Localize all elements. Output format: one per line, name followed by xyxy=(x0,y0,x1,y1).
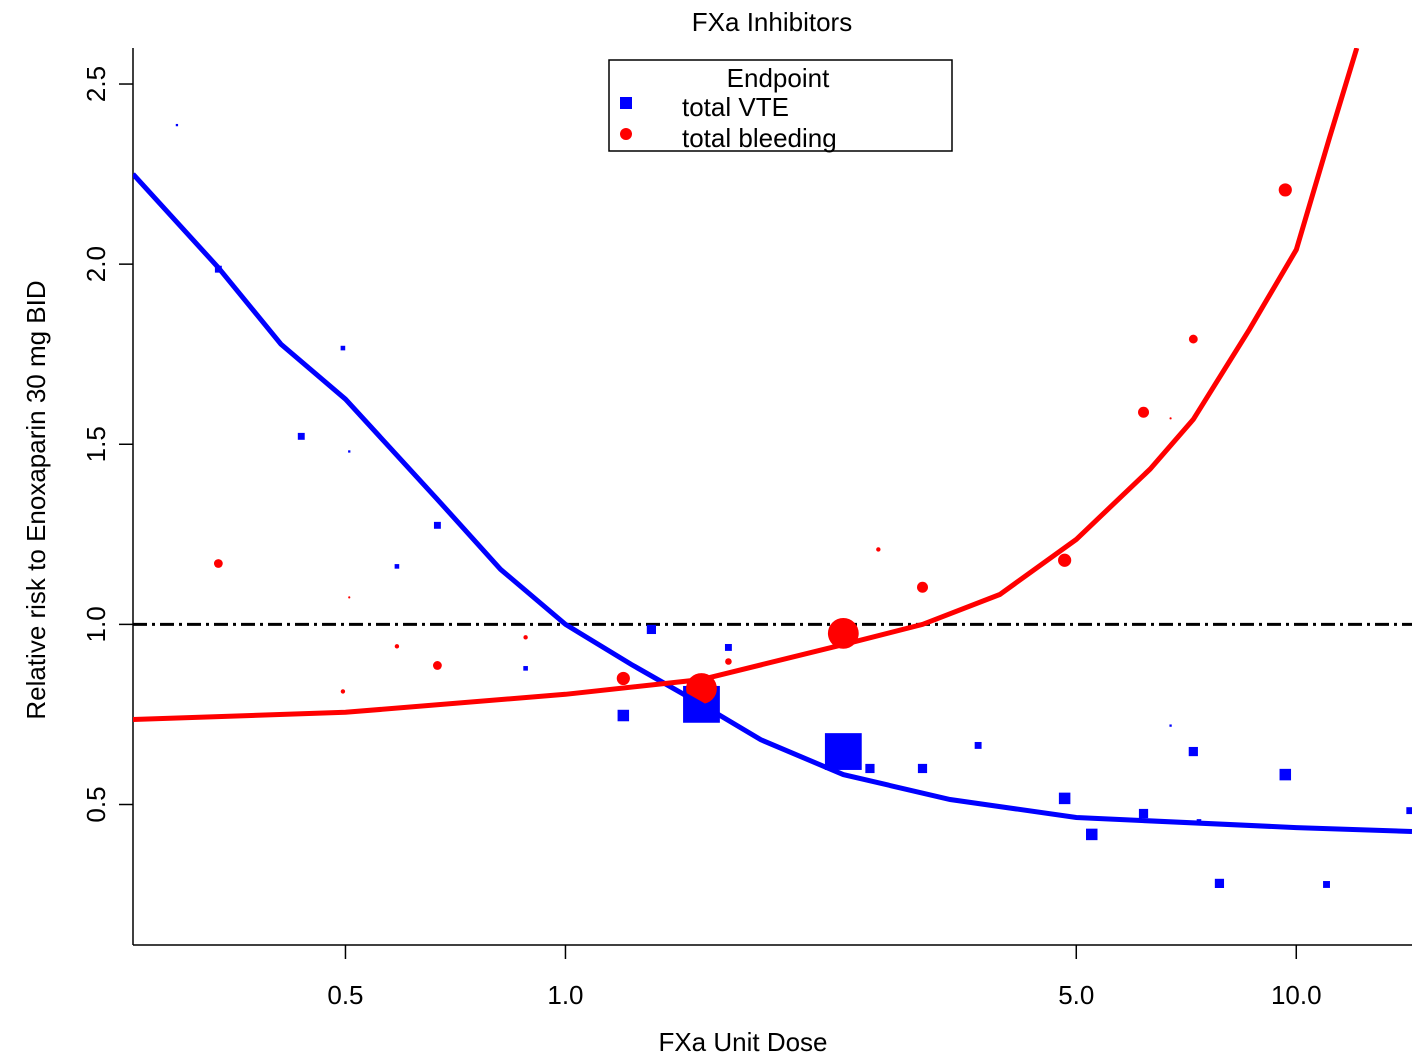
data-point xyxy=(916,581,928,593)
x-tick-label: 10.0 xyxy=(1271,980,1322,1010)
legend-marker xyxy=(620,97,632,109)
data-point xyxy=(616,671,630,686)
legend-label: total bleeding xyxy=(682,123,837,153)
y-tick-label: 0.5 xyxy=(81,786,111,822)
data-point xyxy=(340,689,346,694)
data-point xyxy=(1169,724,1172,727)
data-point xyxy=(724,643,732,651)
data-point xyxy=(1406,807,1412,815)
data-point xyxy=(974,741,982,749)
data-point xyxy=(1214,878,1225,888)
y-tick-label: 2.0 xyxy=(81,246,111,282)
plot-area xyxy=(133,48,1412,888)
data-point xyxy=(1086,828,1098,841)
y-tick-label: 1.0 xyxy=(81,606,111,642)
data-point xyxy=(175,123,179,127)
data-point xyxy=(394,644,400,649)
legend-marker xyxy=(620,128,632,140)
data-point xyxy=(917,763,928,774)
x-axis-label: FXa Unit Dose xyxy=(658,1027,827,1057)
data-point xyxy=(433,661,442,670)
data-point xyxy=(1169,417,1172,420)
data-point xyxy=(1278,183,1292,197)
data-point xyxy=(348,450,351,453)
data-point xyxy=(523,635,528,640)
data-point xyxy=(876,547,881,552)
data-point xyxy=(394,564,400,569)
data-point xyxy=(348,596,351,599)
legend-label: total VTE xyxy=(682,92,789,122)
fit-curve xyxy=(133,172,1412,834)
data-point xyxy=(1138,406,1150,418)
data-point xyxy=(433,521,441,529)
data-point xyxy=(1323,881,1330,888)
data-point xyxy=(1188,334,1198,344)
data-point xyxy=(1138,808,1149,819)
data-point xyxy=(297,432,305,440)
data-point xyxy=(865,763,875,774)
x-tick-label: 1.0 xyxy=(547,980,583,1010)
data-point xyxy=(1058,792,1071,805)
data-point xyxy=(523,666,528,671)
y-axis-label: Relative risk to Enoxaparin 30 mg BID xyxy=(21,280,51,719)
chart-title: FXa Inhibitors xyxy=(692,7,852,37)
data-point xyxy=(617,709,630,722)
data-point xyxy=(725,658,732,665)
data-point xyxy=(213,559,223,568)
legend-box xyxy=(608,59,953,152)
y-tick-label: 2.5 xyxy=(81,66,111,102)
y-tick-label: 1.5 xyxy=(81,426,111,462)
data-point xyxy=(1279,768,1292,781)
data-point xyxy=(1058,553,1072,567)
data-point xyxy=(824,733,862,770)
data-point xyxy=(1188,746,1198,757)
data-point xyxy=(340,345,346,351)
data-point xyxy=(646,624,657,635)
legend-title: Endpoint xyxy=(727,63,830,93)
x-tick-label: 0.5 xyxy=(327,980,363,1010)
fit-curve xyxy=(133,48,1360,722)
x-tick-label: 5.0 xyxy=(1058,980,1094,1010)
